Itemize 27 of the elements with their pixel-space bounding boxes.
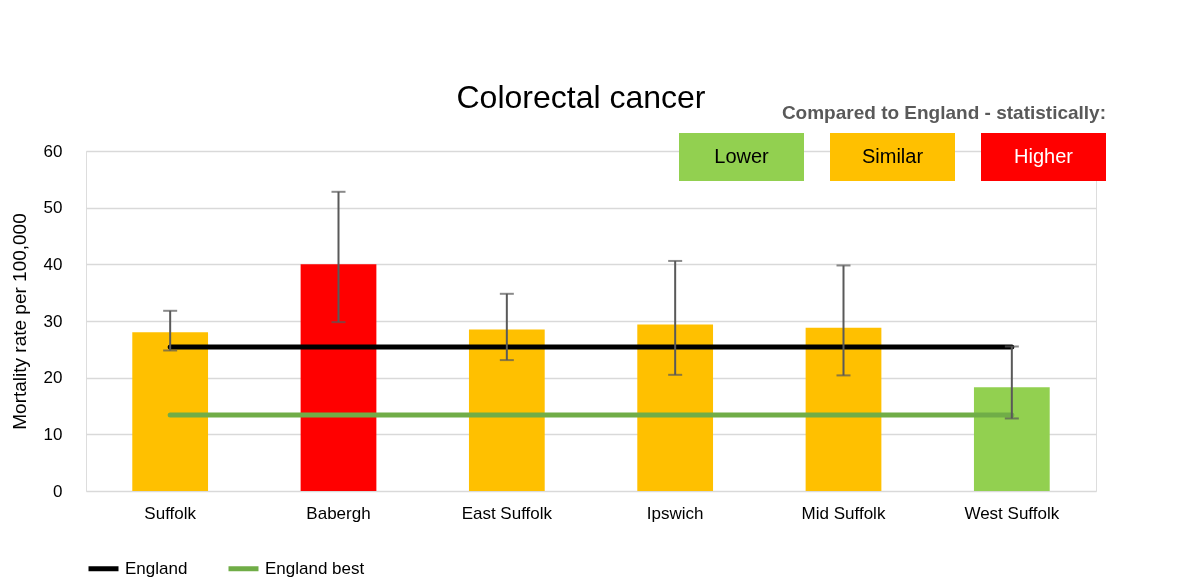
x-tick-label: Babergh: [306, 503, 371, 523]
x-tick-label: East Suffolk: [461, 503, 553, 523]
bar: [300, 264, 377, 491]
text: Lower: [714, 145, 770, 167]
y-tick-label: 40: [43, 254, 63, 274]
y-axis-title: Mortality rate per 100,000: [8, 213, 30, 430]
chart-title: Colorectal cancer: [456, 79, 706, 115]
y-tick-label: 60: [43, 141, 63, 161]
y-tick-label: 10: [43, 424, 63, 444]
bar: [468, 329, 545, 491]
y-tick-label: 50: [43, 198, 63, 218]
text: Similar: [861, 145, 924, 167]
bar: [973, 387, 1050, 491]
x-tick-label: Mid Suffolk: [801, 503, 886, 523]
y-tick-label: 0: [53, 481, 63, 501]
bar: [637, 324, 714, 491]
text: Higher: [1014, 145, 1074, 167]
x-tick-label: Suffolk: [144, 503, 197, 523]
bar: [805, 327, 882, 491]
legend-label: England best: [265, 558, 365, 578]
bar: [132, 332, 209, 491]
legend-title: Compared to England - statistically:: [781, 102, 1106, 123]
y-tick-label: 20: [43, 368, 63, 388]
legend-label: England: [125, 558, 188, 578]
y-tick-label: 30: [43, 311, 63, 331]
x-tick-label: West Suffolk: [964, 503, 1060, 523]
x-tick-label: Ipswich: [646, 503, 704, 523]
